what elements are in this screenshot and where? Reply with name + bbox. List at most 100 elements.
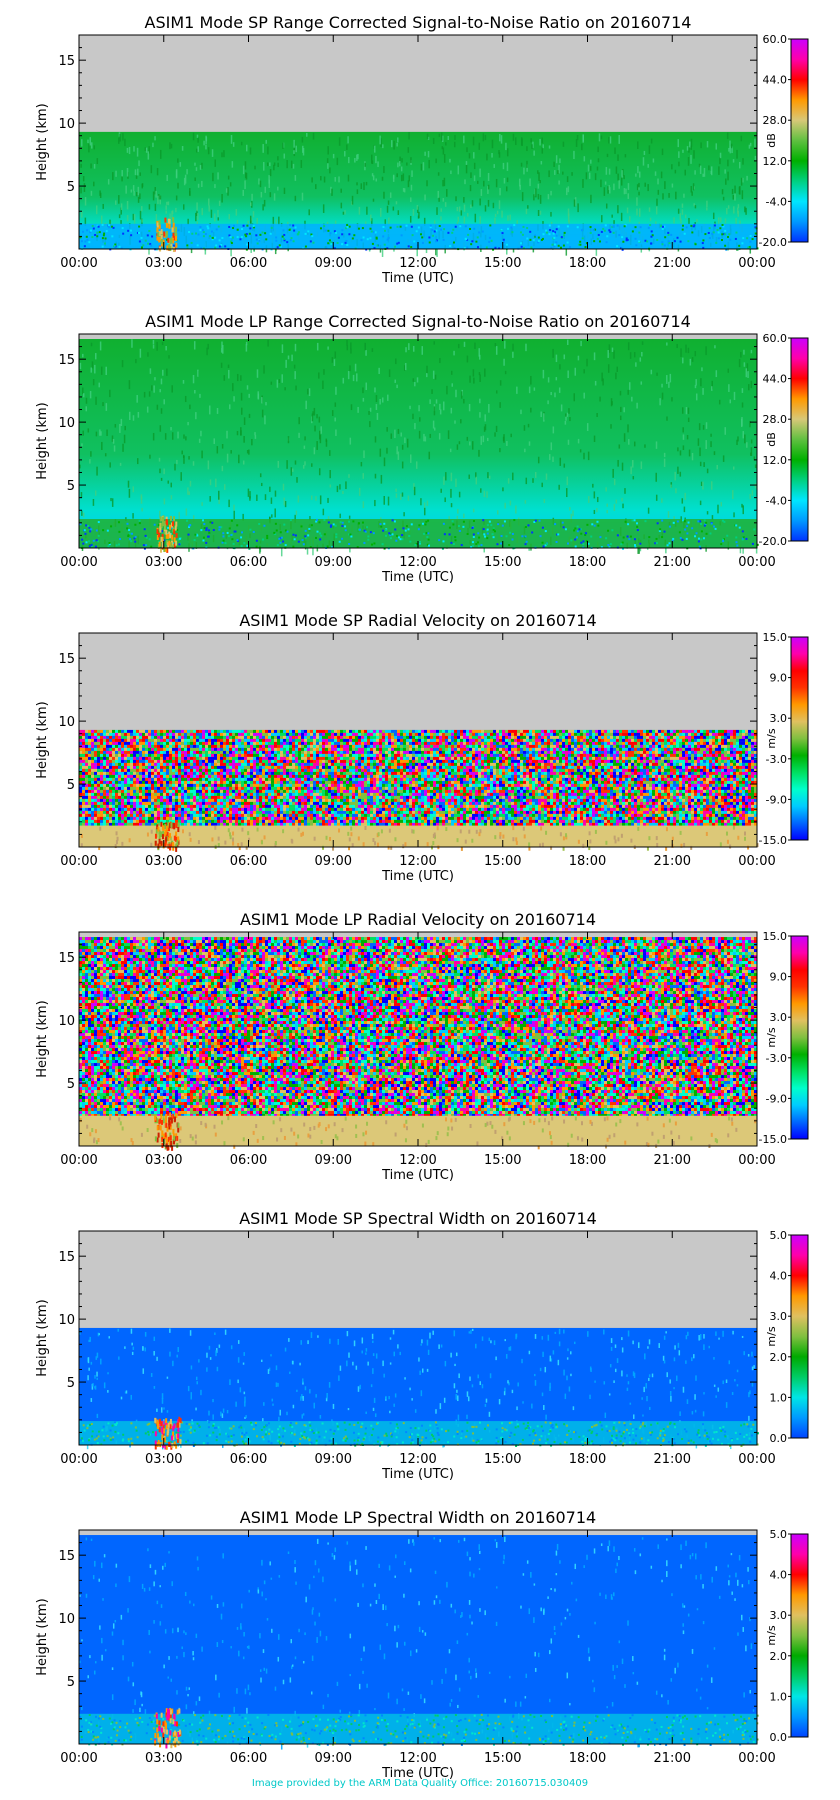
- x-axis-label: Time (UTC): [381, 271, 454, 286]
- x-tick-label: 00:00: [738, 555, 775, 570]
- x-axis-label: Time (UTC): [381, 1168, 454, 1183]
- chart-panel-5: ASIM1 Mode SP Spectral Width on 20160714…: [35, 1209, 808, 1482]
- x-tick-label: 06:00: [230, 256, 267, 271]
- x-tick-label: 06:00: [230, 854, 267, 869]
- colorbar-tick-label: -9.0: [766, 1092, 787, 1105]
- colorbar-tick-label: 3.0: [770, 1310, 788, 1323]
- colorbar: [791, 637, 808, 840]
- x-tick-label: 06:00: [230, 1452, 267, 1467]
- x-axis-label: Time (UTC): [381, 570, 454, 585]
- x-tick-label: 09:00: [315, 1452, 352, 1467]
- x-tick-label: 06:00: [230, 1751, 267, 1766]
- heatmap-cells: [79, 1328, 759, 1450]
- x-tick-label: 12:00: [399, 1751, 436, 1766]
- y-tick-label: 10: [58, 1014, 75, 1029]
- colorbar-tick-label: 5.0: [770, 1229, 788, 1242]
- colorbar-unit: m/s: [765, 728, 778, 748]
- heatmap-cells: [79, 730, 759, 852]
- colorbar-unit: m/s: [765, 1326, 778, 1346]
- colorbar-unit: dB: [765, 133, 778, 148]
- colorbar-tick-label: 2.0: [770, 1650, 788, 1663]
- chart-panel-4: ASIM1 Mode LP Radial Velocity on 2016071…: [35, 910, 808, 1183]
- x-tick-label: 00:00: [738, 854, 775, 869]
- x-tick-label: 06:00: [230, 555, 267, 570]
- x-tick-label: 15:00: [484, 555, 521, 570]
- y-tick-label: 10: [58, 1313, 75, 1328]
- colorbar-tick-label: -4.0: [766, 195, 787, 208]
- x-tick-label: 15:00: [484, 256, 521, 271]
- y-axis-label: Height (km): [35, 1299, 50, 1376]
- x-tick-label: 18:00: [569, 555, 606, 570]
- x-tick-label: 00:00: [738, 256, 775, 271]
- heatmap-cells: [79, 1535, 759, 1750]
- chart-title: ASIM1 Mode LP Range Corrected Signal-to-…: [145, 312, 691, 331]
- colorbar-tick-label: 4.0: [770, 1569, 788, 1582]
- colorbar-tick-label: 28.0: [763, 114, 788, 127]
- x-tick-label: 00:00: [60, 256, 97, 271]
- x-tick-label: 00:00: [738, 1751, 775, 1766]
- y-tick-label: 10: [58, 117, 75, 132]
- y-tick-label: 15: [58, 1549, 75, 1564]
- x-axis-label: Time (UTC): [381, 869, 454, 884]
- colorbar: [791, 338, 808, 541]
- chart-panel-6: ASIM1 Mode LP Spectral Width on 20160714…: [35, 1508, 808, 1781]
- x-tick-label: 00:00: [738, 1153, 775, 1168]
- x-tick-label: 00:00: [60, 1452, 97, 1467]
- x-tick-label: 21:00: [654, 256, 691, 271]
- colorbar: [791, 39, 808, 242]
- colorbar-tick-label: 15.0: [763, 631, 788, 644]
- colorbar-unit: m/s: [765, 1625, 778, 1645]
- x-tick-label: 18:00: [569, 256, 606, 271]
- y-tick-label: 15: [58, 652, 75, 667]
- x-tick-label: 09:00: [315, 555, 352, 570]
- colorbar-tick-label: 44.0: [763, 74, 788, 87]
- y-axis-label: Height (km): [35, 1598, 50, 1675]
- colorbar-tick-label: 2.0: [770, 1351, 788, 1364]
- y-tick-label: 5: [67, 180, 75, 195]
- y-tick-label: 15: [58, 951, 75, 966]
- y-tick-label: 15: [58, 353, 75, 368]
- x-tick-label: 03:00: [145, 555, 182, 570]
- x-tick-label: 03:00: [145, 256, 182, 271]
- x-tick-label: 03:00: [145, 1452, 182, 1467]
- chart-panel-2: ASIM1 Mode LP Range Corrected Signal-to-…: [35, 312, 808, 585]
- x-tick-label: 21:00: [654, 1751, 691, 1766]
- y-tick-label: 10: [58, 1612, 75, 1627]
- y-axis-label: Height (km): [35, 701, 50, 778]
- y-axis-label: Height (km): [35, 402, 50, 479]
- colorbar-tick-label: 12.0: [763, 454, 788, 467]
- chart-title: ASIM1 Mode SP Range Corrected Signal-to-…: [145, 13, 692, 32]
- colorbar-tick-label: 1.0: [770, 1391, 788, 1404]
- y-tick-label: 15: [58, 1250, 75, 1265]
- colorbar-tick-label: -15.0: [759, 1133, 787, 1146]
- colorbar: [791, 1534, 808, 1737]
- x-tick-label: 03:00: [145, 1153, 182, 1168]
- colorbar-tick-label: 12.0: [763, 155, 788, 168]
- colorbar-tick-label: 0.0: [770, 1731, 788, 1744]
- colorbar-tick-label: 44.0: [763, 373, 788, 386]
- colorbar: [791, 1235, 808, 1438]
- footer-credit: Image provided by the ARM Data Quality O…: [0, 1778, 840, 1789]
- chart-title: ASIM1 Mode LP Radial Velocity on 2016071…: [240, 910, 596, 929]
- colorbar-tick-label: -4.0: [766, 494, 787, 507]
- y-tick-label: 10: [58, 416, 75, 431]
- colorbar-tick-label: 3.0: [770, 1011, 788, 1024]
- x-tick-label: 12:00: [399, 1452, 436, 1467]
- x-tick-label: 15:00: [484, 854, 521, 869]
- x-tick-label: 09:00: [315, 854, 352, 869]
- x-tick-label: 00:00: [60, 1153, 97, 1168]
- x-tick-label: 09:00: [315, 1751, 352, 1766]
- chart-title: ASIM1 Mode LP Spectral Width on 20160714: [240, 1508, 596, 1527]
- colorbar-tick-label: 4.0: [770, 1270, 788, 1283]
- y-tick-label: 15: [58, 54, 75, 69]
- colorbar-tick-label: -20.0: [759, 236, 787, 249]
- x-tick-label: 18:00: [569, 854, 606, 869]
- colorbar-unit: m/s: [765, 1027, 778, 1047]
- x-tick-label: 15:00: [484, 1452, 521, 1467]
- x-tick-label: 21:00: [654, 854, 691, 869]
- y-tick-label: 5: [67, 1376, 75, 1391]
- y-axis-label: Height (km): [35, 1000, 50, 1077]
- colorbar-tick-label: 9.0: [770, 971, 788, 984]
- x-tick-label: 12:00: [399, 555, 436, 570]
